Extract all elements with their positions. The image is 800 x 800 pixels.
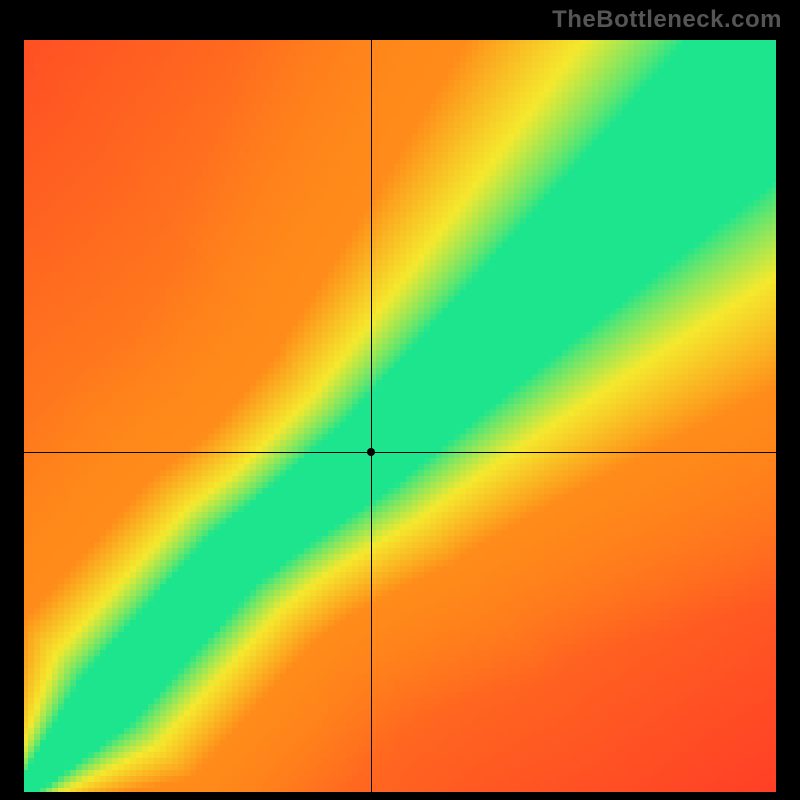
heatmap-canvas — [22, 38, 778, 794]
watermark-text: TheBottleneck.com — [552, 6, 782, 34]
heatmap-plot — [22, 38, 778, 794]
